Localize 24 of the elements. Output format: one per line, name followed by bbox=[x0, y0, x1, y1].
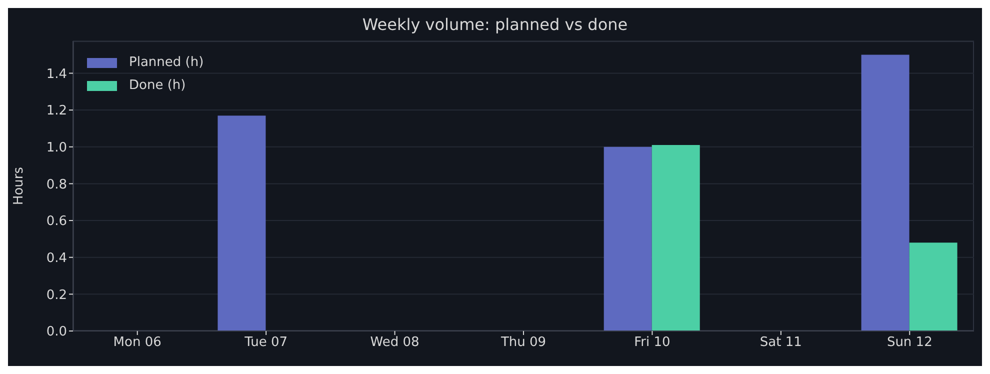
y-axis-title: Hours bbox=[12, 166, 27, 206]
y-tick-label: 0.2 bbox=[46, 288, 67, 303]
y-tick-label: 1.2 bbox=[46, 104, 67, 119]
legend-label: Planned (h) bbox=[129, 55, 204, 70]
bar bbox=[604, 146, 652, 331]
x-tick-label: Fri 10 bbox=[634, 335, 670, 350]
y-tick-label: 1.0 bbox=[46, 140, 67, 156]
y-tick-label: 0.8 bbox=[46, 177, 67, 192]
y-tick-label: 1.4 bbox=[46, 66, 67, 82]
bar bbox=[652, 145, 700, 331]
x-tick-label: Sun 12 bbox=[886, 335, 932, 350]
chart-title: Weekly volume: planned vs done bbox=[361, 15, 629, 34]
x-tick-label: Wed 08 bbox=[370, 335, 420, 350]
legend-label: Done (h) bbox=[129, 78, 186, 93]
bar bbox=[861, 54, 910, 331]
x-tick-label: Mon 06 bbox=[113, 335, 162, 350]
y-tick-label: 0.6 bbox=[46, 214, 67, 230]
bar bbox=[909, 242, 958, 331]
x-tick-label: Tue 07 bbox=[244, 335, 288, 350]
y-tick-label: 0.4 bbox=[46, 250, 67, 266]
y-tick-label: 0.0 bbox=[46, 324, 67, 340]
bar bbox=[218, 116, 266, 331]
x-tick-label: Thu 09 bbox=[500, 335, 546, 350]
x-tick-label: Sat 11 bbox=[760, 335, 802, 350]
